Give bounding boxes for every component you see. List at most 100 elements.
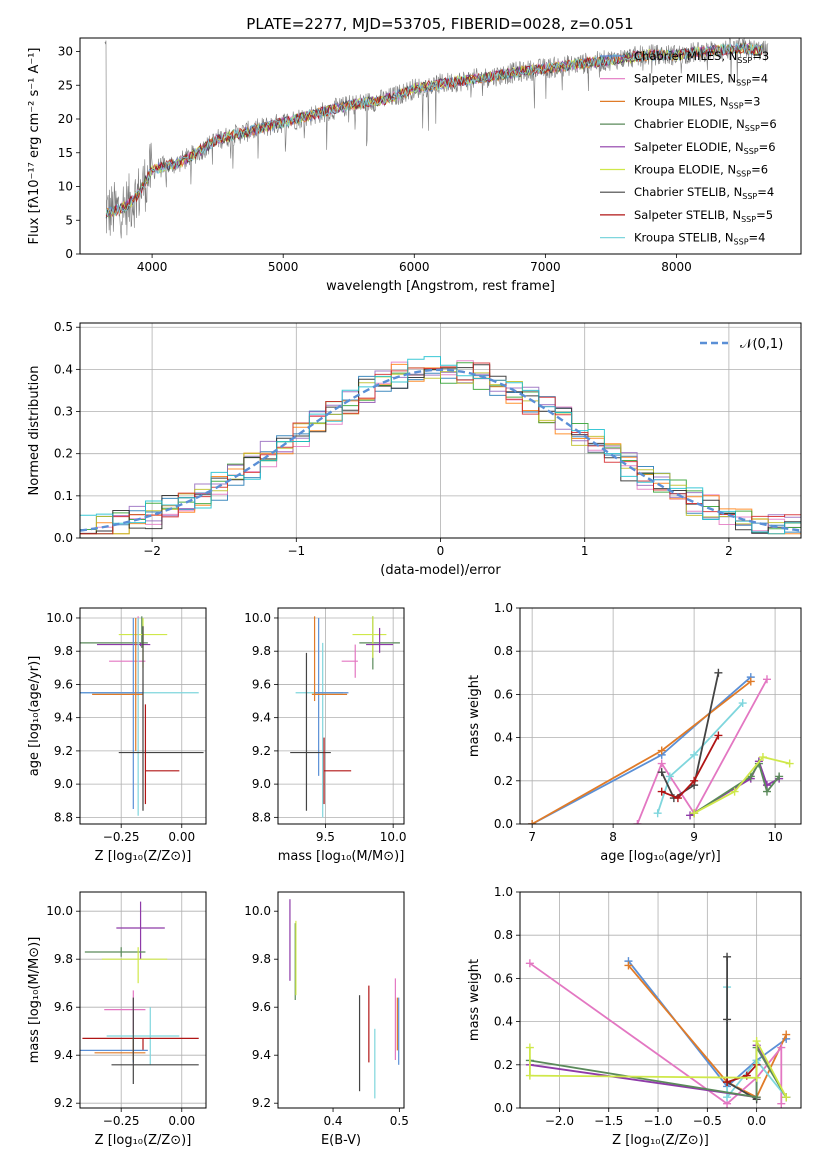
plot-area-age_vs_mass bbox=[290, 616, 400, 818]
x-axis-label: wavelength [Angstrom, rest frame] bbox=[326, 279, 555, 294]
y-tick-label: 0.1 bbox=[54, 489, 73, 503]
y-axis-label: age [log₁₀(age/yr)] bbox=[27, 656, 42, 777]
y-tick-label: 5 bbox=[65, 213, 73, 227]
mass-weight-marker bbox=[690, 809, 699, 818]
axes-frame bbox=[79, 322, 802, 539]
y-tick-label: 9.8 bbox=[252, 644, 271, 658]
y-tick-label: 30 bbox=[58, 45, 73, 59]
panel-mass_vs_EBV: 0.4 0.5 9.2 9.4 9.6 9.8 10.0 E(B-V) bbox=[244, 891, 409, 1148]
mass-weight-line bbox=[636, 678, 768, 824]
mass-weight-marker bbox=[690, 750, 699, 759]
panel-mass_vs_Z: −0.25 0.00 9.2 9.4 9.6 9.8 10.0 Z [log₁₀(Z/Z⊙)]… bbox=[27, 891, 207, 1148]
mass-weight-line bbox=[656, 702, 744, 814]
mass-weight-marker bbox=[723, 1078, 732, 1087]
mass-weight-marker bbox=[525, 1071, 534, 1080]
y-tick-label: 9.8 bbox=[54, 644, 73, 658]
mass-weight-marker bbox=[723, 952, 732, 961]
mass-weight-marker bbox=[752, 1073, 761, 1082]
mass-weight-marker bbox=[657, 759, 666, 768]
mass-weight-marker bbox=[723, 1015, 732, 1024]
x-tick-label: 7000 bbox=[530, 260, 561, 274]
model-spectrum bbox=[105, 42, 763, 217]
x-tick-label: 2 bbox=[725, 544, 733, 558]
legend-label: Kroupa ELODIE, NSSP=6 bbox=[634, 163, 768, 179]
panel-residual_hist: −2 −1 0 1 2 0.0 0.1 0.2 0.3 0.4 0.5 (data-model)/er… bbox=[27, 320, 802, 578]
axes-frame bbox=[519, 607, 802, 825]
mass-weight-marker bbox=[762, 675, 771, 684]
x-tick-label: 9 bbox=[690, 830, 698, 844]
x-axis-label: mass [log₁₀(M/M⊙)] bbox=[278, 849, 405, 864]
legend: Chabrier MILES, NSSP=3 Salpeter MILES, NS… bbox=[600, 49, 777, 247]
mass-weight-marker bbox=[657, 768, 666, 777]
mass-weight-marker bbox=[673, 794, 682, 803]
y-tick-label: 9.6 bbox=[252, 677, 271, 691]
y-tick-label: 1.0 bbox=[494, 601, 513, 615]
y-tick-label: 10.0 bbox=[244, 611, 271, 625]
legend-label: Kroupa STELIB, NSSP=4 bbox=[634, 231, 765, 247]
y-tick-label: 9.2 bbox=[54, 744, 73, 758]
x-tick-label: −0.25 bbox=[103, 830, 140, 844]
y-tick-label: 15 bbox=[58, 146, 73, 160]
mass-weight-marker bbox=[758, 753, 767, 762]
y-tick-label: 10.0 bbox=[46, 904, 73, 918]
mass-weight-marker bbox=[777, 1043, 786, 1052]
histogram-step bbox=[80, 367, 801, 535]
x-tick-label: 0 bbox=[437, 544, 445, 558]
plot-area-spectrum bbox=[104, 38, 769, 239]
mass-weight-marker bbox=[665, 772, 674, 781]
mass-weight-marker bbox=[775, 772, 784, 781]
mass-weight-marker bbox=[777, 1099, 786, 1108]
model-spectrum bbox=[105, 43, 763, 219]
figure-title: PLATE=2277, MJD=53705, FIBERID=0028, z=0… bbox=[246, 15, 633, 33]
y-tick-label: 0.4 bbox=[54, 362, 73, 376]
y-tick-label: 25 bbox=[58, 78, 73, 92]
panel-age_vs_mass: 9.5 10.0 8.8 9.0 9.2 9.4 9.6 9.8 10.0 mass [log₁₀… bbox=[244, 607, 407, 864]
y-tick-label: 9.2 bbox=[54, 1096, 73, 1110]
x-tick-label: −0.25 bbox=[103, 1114, 140, 1128]
y-tick-label: 10.0 bbox=[244, 904, 271, 918]
x-tick-label: 10.0 bbox=[380, 830, 407, 844]
y-tick-label: 0.6 bbox=[494, 971, 513, 985]
mass-weight-marker bbox=[730, 787, 739, 796]
mass-weight-line bbox=[693, 755, 790, 814]
mass-weight-marker bbox=[653, 809, 662, 818]
legend-label: Salpeter ELODIE, NSSP=6 bbox=[634, 140, 776, 156]
y-tick-label: 9.2 bbox=[252, 1096, 271, 1110]
y-tick-label: 0.8 bbox=[494, 928, 513, 942]
y-tick-label: 0.0 bbox=[494, 817, 513, 831]
legend-label: Chabrier ELODIE, NSSP=6 bbox=[634, 117, 777, 133]
x-axis-label: age [log₁₀(age/yr)] bbox=[600, 849, 721, 864]
plot-area-mass_vs_EBV bbox=[289, 899, 400, 1099]
x-tick-label: 8000 bbox=[661, 260, 692, 274]
legend-label: Chabrier MILES, NSSP=3 bbox=[634, 49, 769, 65]
x-tick-label: 8 bbox=[609, 830, 617, 844]
y-tick-label: 9.6 bbox=[54, 1000, 73, 1014]
legend: 𝒩(0,1) bbox=[700, 337, 783, 352]
y-axis-label: mass weight bbox=[467, 959, 482, 1041]
mass-weight-marker bbox=[752, 1037, 761, 1046]
y-axis-label: Flux [fλ10⁻¹⁷ erg cm⁻² s⁻¹ A⁻¹] bbox=[27, 48, 42, 245]
mass-weight-marker bbox=[657, 746, 666, 755]
mass-weight-line bbox=[531, 680, 752, 824]
axes-frame bbox=[277, 607, 405, 825]
y-tick-label: 9.4 bbox=[252, 1048, 271, 1062]
x-tick-label: 9.5 bbox=[316, 830, 335, 844]
panel-mass_weight_vs_Z: −2.0 −1.5 −1.0 −0.5 0.0 0.0 0.2 0.4 0.6 0.8 1.0 Z [… bbox=[467, 885, 802, 1148]
y-tick-label: 8.8 bbox=[252, 810, 271, 824]
axes-frame bbox=[519, 891, 802, 1109]
normal-curve bbox=[80, 368, 801, 532]
histogram-step bbox=[80, 356, 801, 535]
legend-label: Salpeter MILES, NSSP=4 bbox=[634, 72, 768, 88]
y-tick-label: 9.0 bbox=[54, 777, 73, 791]
y-tick-label: 0.2 bbox=[494, 1058, 513, 1072]
x-tick-label: −0.5 bbox=[693, 1114, 722, 1128]
legend-label: 𝒩(0,1) bbox=[740, 337, 783, 352]
mass-weight-marker bbox=[686, 811, 695, 820]
y-tick-label: 0 bbox=[65, 247, 73, 261]
x-tick-label: 4000 bbox=[137, 260, 168, 274]
legend-label: Salpeter STELIB, NSSP=5 bbox=[634, 208, 773, 224]
y-tick-label: 0.0 bbox=[494, 1101, 513, 1115]
panel-mass_weight_vs_age: 7 8 9 10 0.0 0.2 0.4 0.6 0.8 1.0 age [log₁₀(age/yr… bbox=[467, 601, 802, 864]
y-tick-label: 10.0 bbox=[46, 611, 73, 625]
